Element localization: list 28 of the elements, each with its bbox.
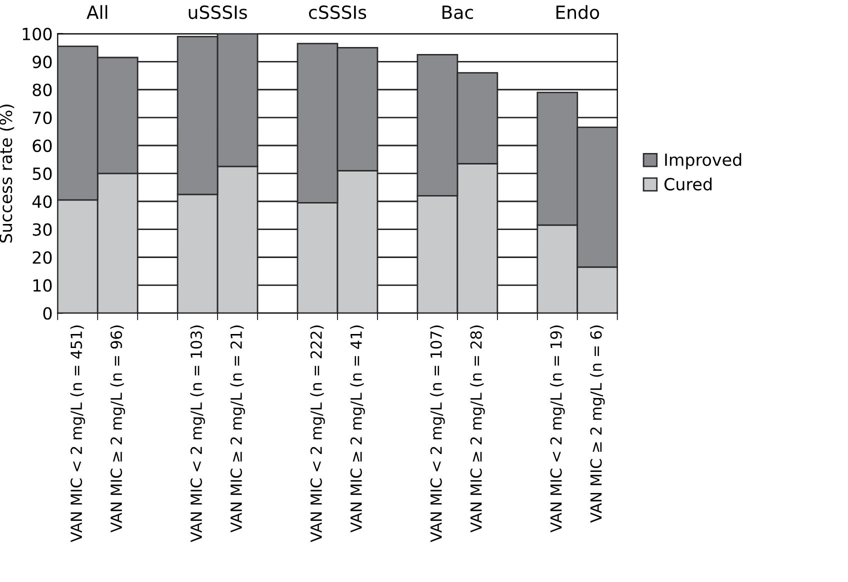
y-tick-label: 20 <box>32 251 52 264</box>
x-tick-label: VAN MIC ≥ 2 mg/L (n = 21) <box>230 326 245 532</box>
x-tick-label: VAN MIC < 2 mg/L (n = 451) <box>70 326 86 542</box>
y-tick-label: 40 <box>32 195 52 208</box>
legend-label: Cured <box>664 178 712 191</box>
y-tick-label: 0 <box>43 307 52 320</box>
y-tick-label: 80 <box>32 84 52 96</box>
y-tick-label: 50 <box>32 167 52 180</box>
y-tick-label: 10 <box>33 279 52 292</box>
y-tick-label: 70 <box>32 112 52 124</box>
x-tick-label: VAN MIC ≥ 2 mg/L (n = 96) <box>110 326 126 532</box>
text: uSSSIs <box>188 5 247 20</box>
x-tick-label: VAN MIC ≥ 2 mg/L (n = 41) <box>350 326 365 532</box>
x-tick-label: VAN MIC < 2 mg/L (n = 19) <box>550 326 565 532</box>
x-tick-label: VAN MIC < 2 mg/L (n = 107) <box>430 326 445 542</box>
y-tick-label: 90 <box>32 56 52 68</box>
x-tick-label: VAN MIC ≥ 2 mg/L (n = 28) <box>470 326 485 532</box>
text: All <box>86 5 108 19</box>
x-tick-label: VAN MIC < 2 mg/L (n = 222) <box>310 326 325 542</box>
text: Endo <box>556 5 600 20</box>
text: Bac <box>442 6 474 20</box>
x-tick-label: VAN MIC < 2 mg/L (n = 103) <box>190 326 205 542</box>
text: cSSSIs <box>308 5 366 20</box>
x-tick-label: VAN MIC ≥ 2 mg/L (n = 6) <box>590 326 605 523</box>
legend-label: Improved <box>665 153 742 170</box>
y-tick-label: 60 <box>32 139 52 152</box>
y-tick-label: 100 <box>22 28 52 40</box>
y-tick-label: 30 <box>32 223 52 236</box>
